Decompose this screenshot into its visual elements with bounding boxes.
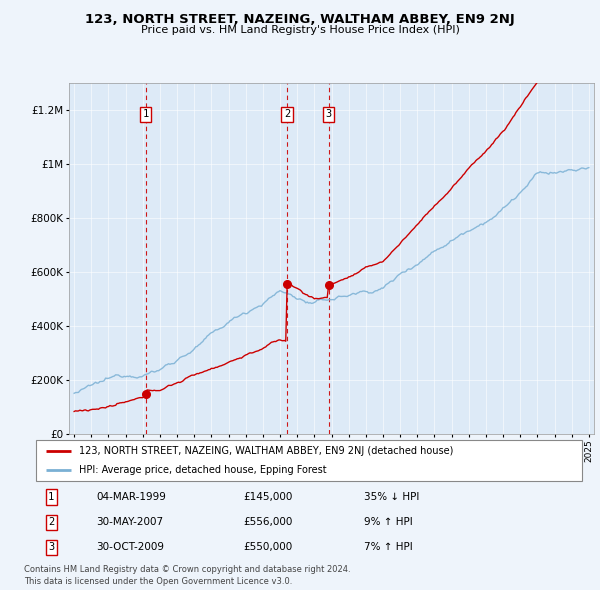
Text: £550,000: £550,000 [244, 542, 293, 552]
Text: 3: 3 [325, 109, 332, 119]
Text: This data is licensed under the Open Government Licence v3.0.: This data is licensed under the Open Gov… [24, 577, 292, 586]
Text: Contains HM Land Registry data © Crown copyright and database right 2024.: Contains HM Land Registry data © Crown c… [24, 565, 350, 574]
FancyBboxPatch shape [36, 440, 582, 481]
Text: 30-OCT-2009: 30-OCT-2009 [96, 542, 164, 552]
Text: 2: 2 [48, 517, 55, 527]
Text: 30-MAY-2007: 30-MAY-2007 [96, 517, 163, 527]
Text: Price paid vs. HM Land Registry's House Price Index (HPI): Price paid vs. HM Land Registry's House … [140, 25, 460, 35]
Text: 2: 2 [284, 109, 290, 119]
Text: 123, NORTH STREET, NAZEING, WALTHAM ABBEY, EN9 2NJ: 123, NORTH STREET, NAZEING, WALTHAM ABBE… [85, 13, 515, 26]
Text: £556,000: £556,000 [244, 517, 293, 527]
Text: 3: 3 [48, 542, 55, 552]
Text: 9% ↑ HPI: 9% ↑ HPI [364, 517, 412, 527]
Text: £145,000: £145,000 [244, 492, 293, 502]
Text: 7% ↑ HPI: 7% ↑ HPI [364, 542, 412, 552]
Text: 35% ↓ HPI: 35% ↓ HPI [364, 492, 419, 502]
Text: HPI: Average price, detached house, Epping Forest: HPI: Average price, detached house, Eppi… [79, 465, 326, 475]
Text: 123, NORTH STREET, NAZEING, WALTHAM ABBEY, EN9 2NJ (detached house): 123, NORTH STREET, NAZEING, WALTHAM ABBE… [79, 445, 453, 455]
Text: 04-MAR-1999: 04-MAR-1999 [96, 492, 166, 502]
Text: 1: 1 [143, 109, 149, 119]
Text: 1: 1 [48, 492, 55, 502]
